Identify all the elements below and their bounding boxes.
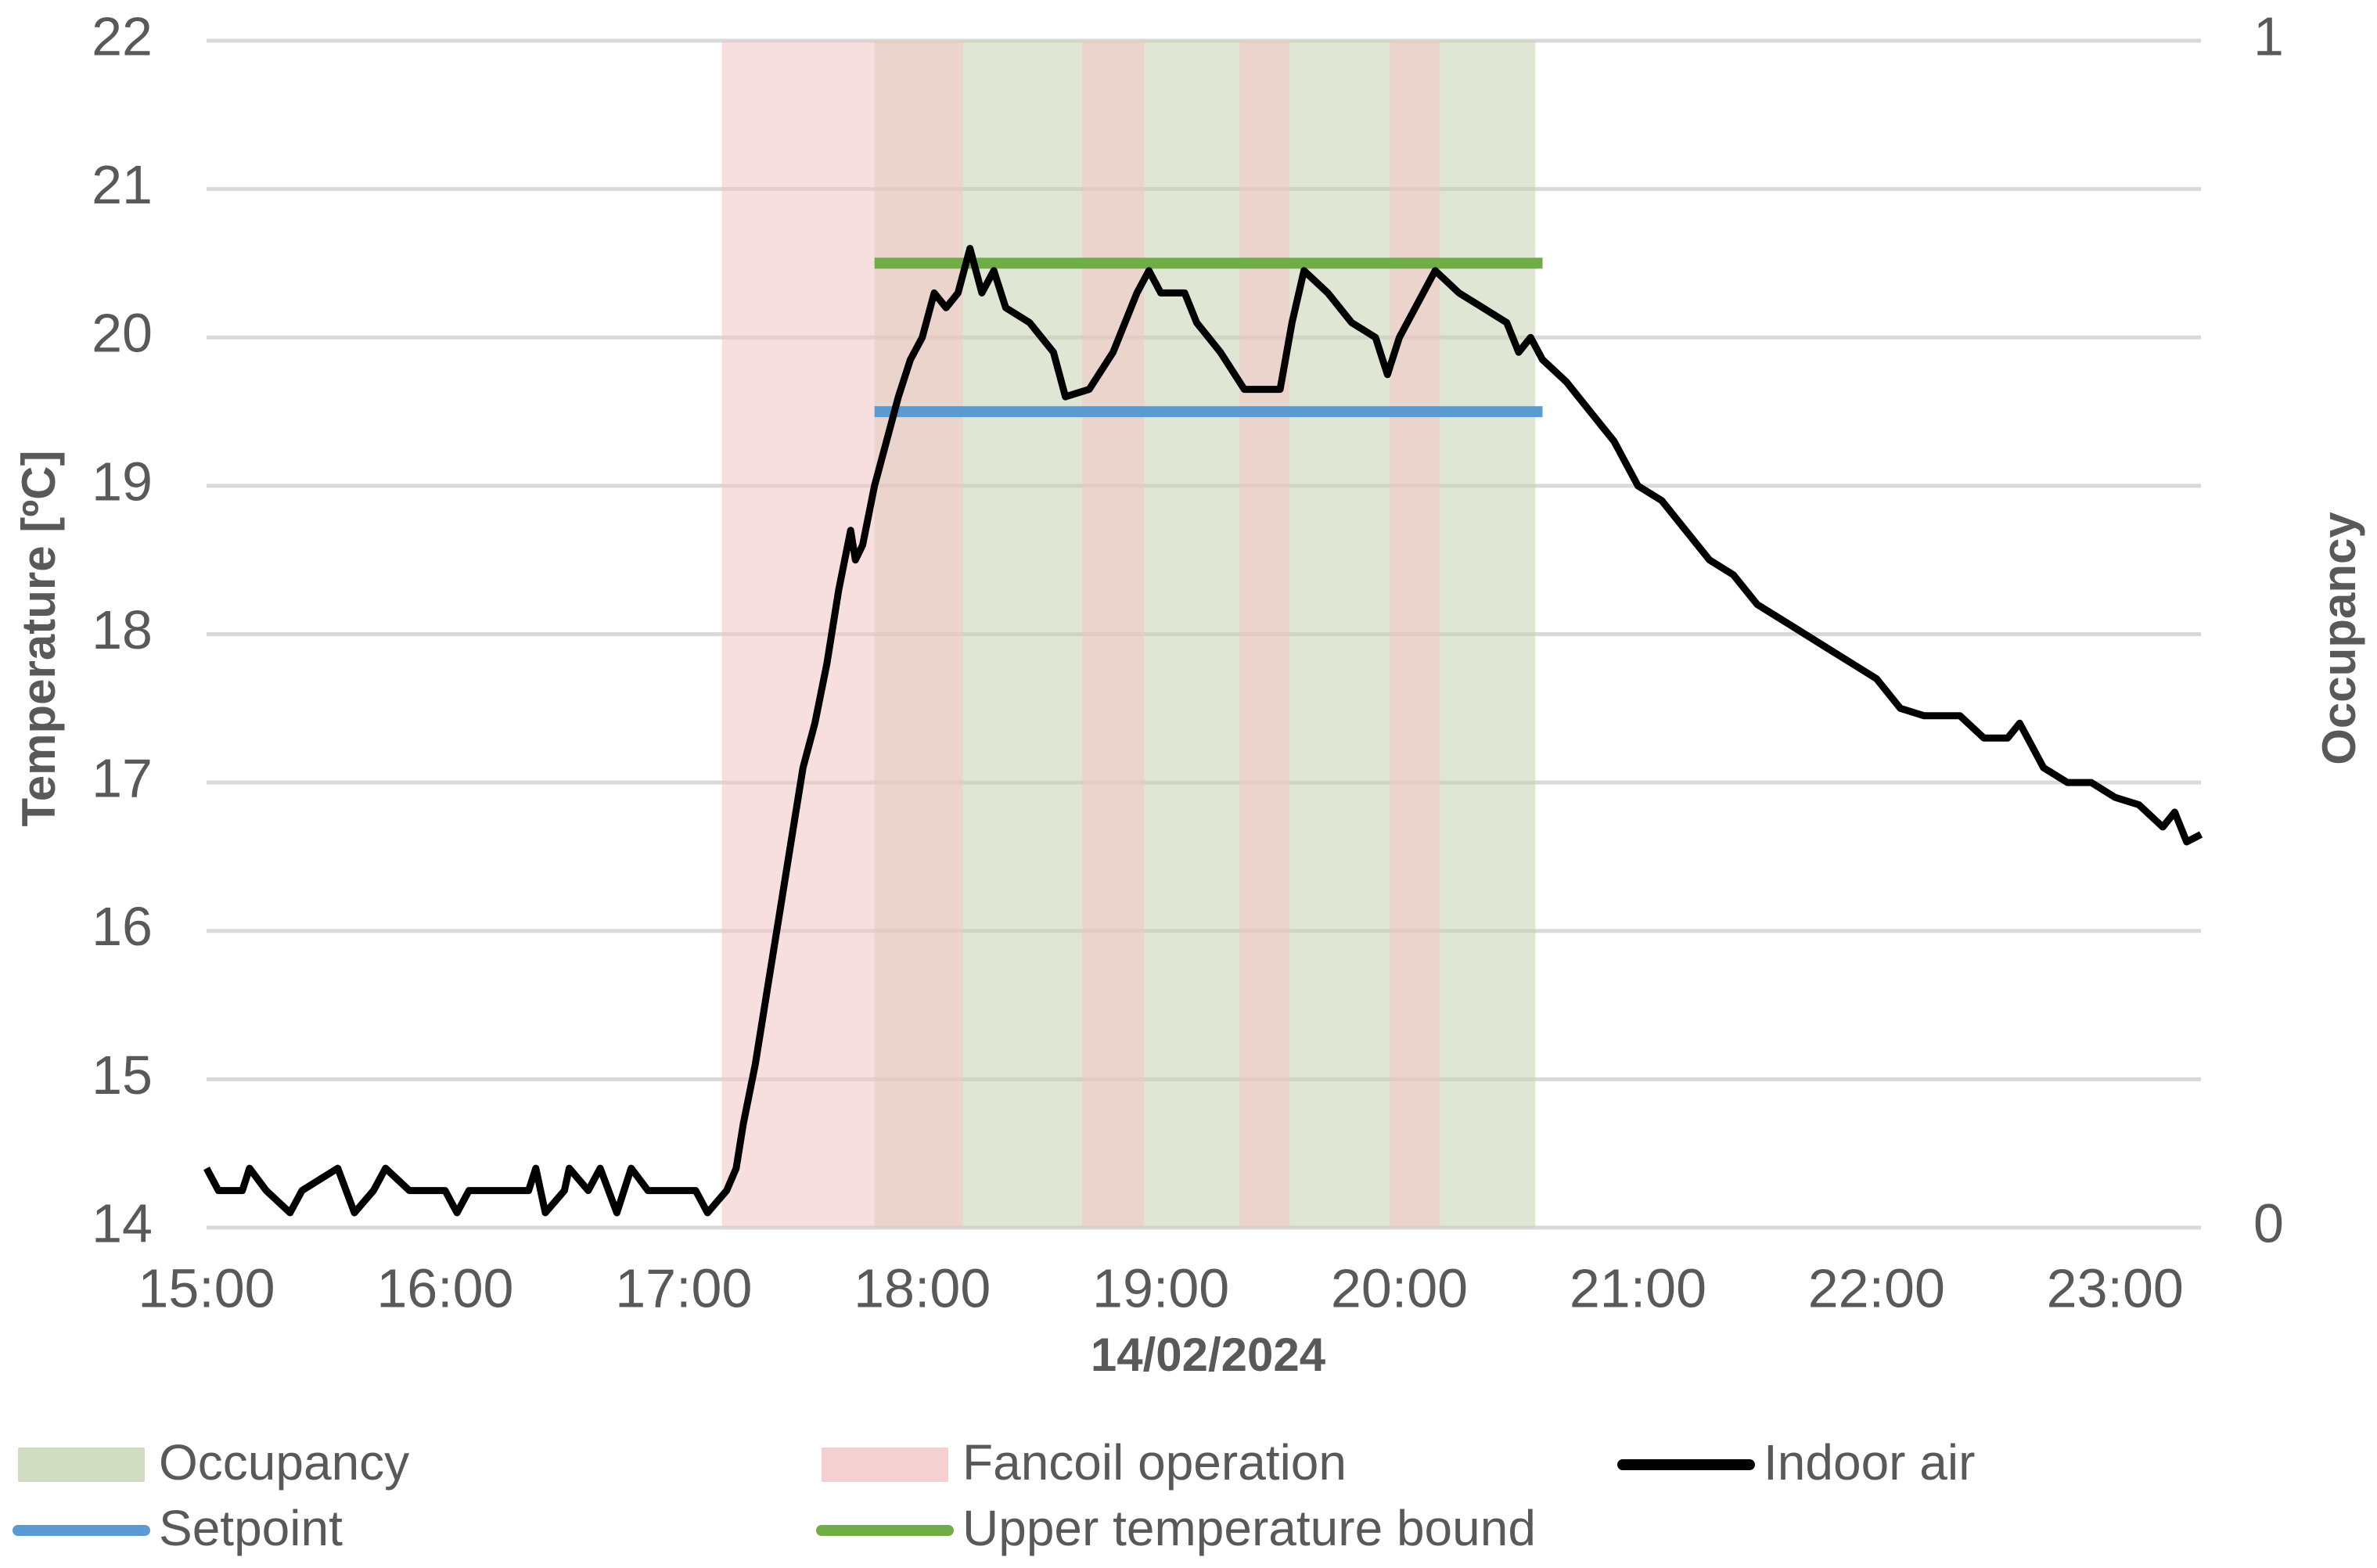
legend-item: Occupancy (18, 1434, 409, 1491)
x-tick-label: 18:00 (854, 1257, 991, 1318)
y-tick-label: 18 (92, 599, 153, 660)
legend-label: Indoor air (1764, 1434, 1975, 1491)
y2-tick-label: 1 (2253, 5, 2284, 67)
y-axis-title: Temperature [ºC] (13, 451, 65, 827)
x-tick-label: 15:00 (138, 1257, 275, 1318)
legend-swatch (18, 1448, 145, 1482)
y-tick-label: 22 (92, 5, 153, 67)
y-tick-label: 16 (92, 896, 153, 957)
area-segment (1239, 41, 1290, 1228)
line-series (203, 245, 2203, 1217)
legend-item: Upper temperature bound (816, 1500, 1536, 1556)
plot-area (203, 41, 2203, 1228)
legend-label: Upper temperature bound (962, 1500, 1536, 1556)
x-tick-label: 19:00 (1092, 1257, 1229, 1318)
x-axis-title: 14/02/2024 (1091, 1329, 1326, 1381)
legend-item: Indoor air (1617, 1434, 1975, 1491)
legend-label: Fancoil operation (962, 1434, 1347, 1491)
x-tick-label: 23:00 (2047, 1257, 2184, 1318)
x-tick-label: 16:00 (376, 1257, 513, 1318)
legend-item: Fancoil operation (822, 1434, 1347, 1491)
y-tick-label: 15 (92, 1045, 153, 1106)
y-tick-label: 17 (92, 748, 153, 809)
legend-label: Setpoint (159, 1500, 343, 1556)
y2-tick-label: 0 (2253, 1192, 2284, 1253)
x-tick-label: 17:00 (615, 1257, 752, 1318)
y-tick-label: 20 (92, 303, 153, 364)
area-segment (1390, 41, 1440, 1228)
legend-label: Occupancy (159, 1434, 409, 1491)
x-tick-label: 20:00 (1331, 1257, 1468, 1318)
y2-axis-title: Occupancy (2313, 512, 2365, 765)
legend-swatch (822, 1448, 948, 1482)
x-tick-label: 22:00 (1808, 1257, 1945, 1318)
x-tick-label: 21:00 (1570, 1257, 1706, 1318)
area-segment (1081, 41, 1145, 1228)
y-tick-label: 19 (92, 451, 153, 512)
legend-item: Setpoint (13, 1500, 343, 1556)
y-tick-label: 21 (92, 154, 153, 215)
y-tick-label: 14 (92, 1192, 153, 1253)
